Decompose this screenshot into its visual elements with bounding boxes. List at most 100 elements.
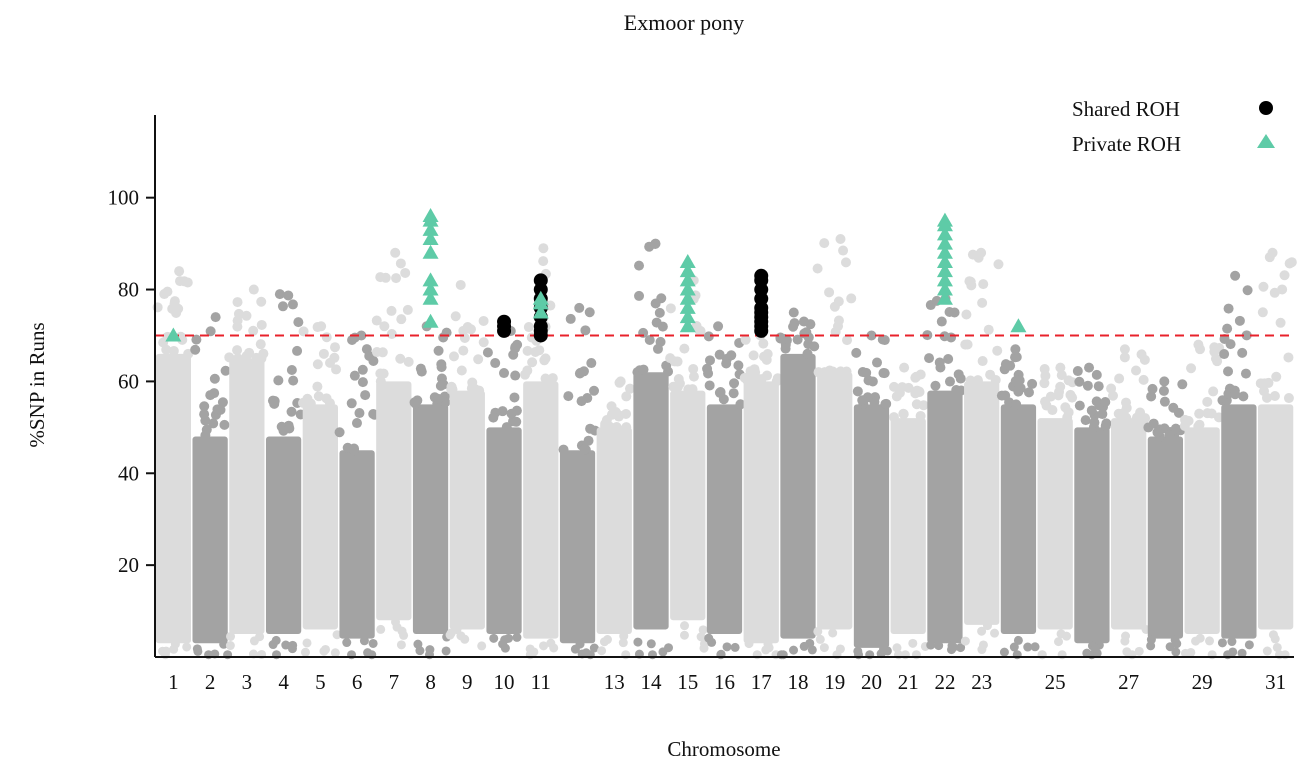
snp-point [284,423,294,433]
snp-peak-point [1193,340,1203,350]
snp-point [251,353,261,363]
chromosome-band-26 [1073,363,1112,660]
snp-point [523,346,533,356]
snp-point [233,297,243,307]
snp-point [1092,370,1102,380]
snp-point [541,353,551,363]
snp-point [652,318,662,328]
chromosome-band-7 [372,248,414,650]
x-tick-label: 2 [205,670,216,694]
snp-peak-point [789,308,799,318]
snp-point [479,337,489,347]
snp-point [526,644,535,653]
snp-point [563,391,573,401]
snp-point [881,399,891,409]
snp-point [868,376,878,386]
band-body [486,427,521,634]
snp-point [477,641,486,650]
snp-point [723,642,732,651]
private-roh-point [423,272,439,286]
y-tick-label: 100 [108,186,140,210]
snp-point [597,646,606,655]
snp-point [360,390,370,400]
snp-point [948,641,957,650]
band-body [854,404,889,647]
snp-point [1054,637,1063,646]
snp-point [634,291,644,301]
legend-label-private: Private ROH [1072,132,1181,156]
snp-point [397,640,406,649]
snp-point [451,311,461,321]
x-tick-label: 18 [787,670,808,694]
legend-marker-private [1257,134,1275,148]
band-body [891,418,926,634]
band-body [156,354,191,643]
chromosome-band-2 [190,312,232,659]
snp-point [1262,393,1272,403]
snp-point [314,391,324,401]
band-body [633,372,668,629]
snp-point [288,299,298,309]
snp-point [1089,418,1099,428]
snp-point [287,365,297,375]
x-tick-label: 25 [1045,670,1066,694]
x-axis-tick-labels: 1 2 3 4 5 6 7 8 9 10 11 13 14 15 16 17 18 19 20 21 22 23 25 27 2… [168,670,1286,694]
snp-point [483,348,493,358]
band-body [303,404,338,629]
chromosome-band-30 [1217,271,1256,659]
chromosome-band-24 [997,344,1040,659]
band-body [1148,437,1183,639]
snp-point [288,644,297,653]
x-tick-label: 7 [389,670,400,694]
snp-point [162,287,172,297]
snp-point [1023,643,1032,652]
snp-point [733,360,743,370]
band-body [1221,404,1256,638]
snp-point [273,375,283,385]
snp-point [512,633,521,642]
snp-point [789,646,798,655]
snp-point [436,359,446,369]
snp-point [1159,386,1169,396]
private-roh-point [423,245,439,259]
snp-point [872,358,882,368]
snp-point [372,316,382,326]
chromosome-band-17 [740,330,783,659]
snp-point [510,371,520,381]
snp-peak-point [1120,344,1130,354]
snp-point [841,257,851,267]
chromosome-band-10 [483,321,522,652]
x-tick-label: 3 [242,670,253,694]
x-tick-label: 17 [751,670,772,694]
snp-peak-point [651,239,661,249]
chromosome-band-27 [1106,344,1150,659]
snp-point [763,640,772,649]
snp-point [992,346,1002,356]
snp-point [757,374,767,384]
band-body [927,391,962,644]
x-tick-label: 4 [278,670,289,694]
snp-point [1027,379,1037,389]
x-tick-label: 16 [714,670,735,694]
snp-point [293,317,303,327]
snp-point [400,268,410,278]
snp-point [466,324,476,334]
snp-point [350,371,360,381]
snp-point [716,387,726,397]
snp-point [1106,384,1116,394]
snp-point [919,400,929,410]
snp-point [1222,324,1232,334]
snp-point [924,353,934,363]
snp-point [1081,415,1091,425]
snp-point [1011,399,1021,409]
snp-peak-point [835,234,845,244]
snp-point [803,349,813,359]
snp-point [680,631,689,640]
snp-point [699,625,708,634]
x-tick-label: 11 [531,670,551,694]
snp-point [387,329,397,339]
snp-point [1218,638,1227,647]
snp-point [853,647,862,656]
snp-point [499,368,509,378]
band-body [780,354,815,639]
